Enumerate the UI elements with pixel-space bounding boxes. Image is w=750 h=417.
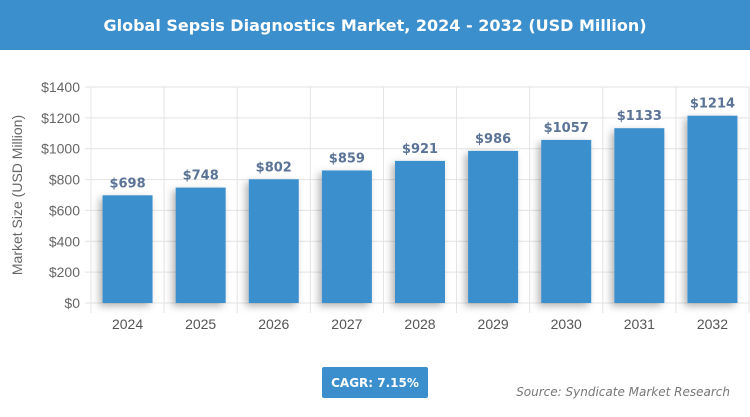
bar: [687, 115, 738, 303]
source-note: Source: Syndicate Market Research: [516, 385, 730, 399]
x-tick-label: 2028: [404, 316, 435, 332]
y-tick-label: $800: [49, 172, 80, 188]
y-tick-label: $1200: [41, 110, 80, 126]
x-tick-label: 2031: [624, 316, 655, 332]
bar: [321, 170, 372, 303]
x-tick-label: 2027: [331, 316, 362, 332]
cagr-badge: CAGR: 7.15%: [322, 367, 428, 398]
y-tick-label: $1000: [41, 141, 80, 157]
data-label: $1057: [544, 121, 589, 136]
data-label: $1214: [690, 97, 735, 112]
bar: [102, 195, 153, 303]
bar: [175, 187, 226, 303]
data-label: $802: [256, 160, 292, 175]
bar: [468, 150, 519, 303]
x-tick-label: 2032: [697, 316, 728, 332]
data-label: $859: [329, 151, 365, 166]
bar: [248, 179, 299, 303]
x-tick-label: 2029: [478, 316, 509, 332]
y-tick-label: $400: [49, 233, 80, 249]
data-label: $698: [109, 176, 145, 191]
x-tick-label: 2030: [551, 316, 582, 332]
data-label: $1133: [617, 109, 662, 124]
data-label: $986: [475, 132, 511, 147]
y-tick-label: $200: [49, 264, 80, 280]
chart-title: Global Sepsis Diagnostics Market, 2024 -…: [0, 0, 750, 50]
y-tick-label: $1400: [41, 79, 80, 95]
x-tick-label: 2025: [185, 316, 216, 332]
data-label: $921: [402, 142, 438, 157]
y-tick-label: $0: [64, 295, 80, 311]
y-tick-label: $600: [49, 202, 80, 218]
x-tick-label: 2026: [258, 316, 289, 332]
bar: [395, 160, 445, 303]
data-label: $748: [183, 169, 219, 184]
y-axis-label: Market Size (USD Million): [9, 115, 25, 275]
x-tick-label: 2024: [112, 316, 143, 332]
bar: [614, 128, 665, 303]
bar: [541, 139, 592, 303]
